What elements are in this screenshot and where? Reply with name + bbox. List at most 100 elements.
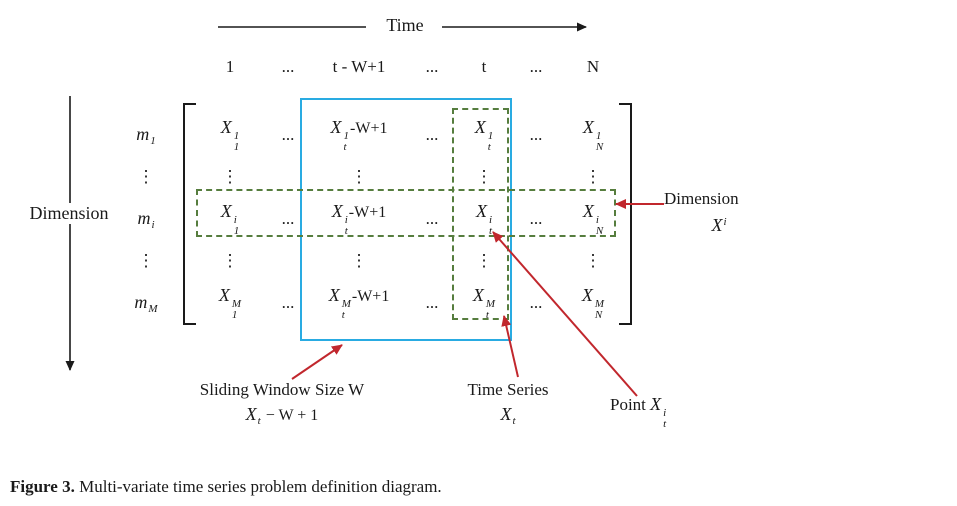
column-header: ... bbox=[281, 57, 295, 76]
sliding-window-label: Sliding Window Size W bbox=[199, 380, 365, 399]
matrix-cell: ... bbox=[407, 281, 457, 325]
matrix-cell: ... bbox=[407, 197, 457, 241]
matrix-cell bbox=[511, 241, 561, 281]
column-header: t - W+1 bbox=[332, 57, 386, 76]
matrix-left-bracket bbox=[183, 103, 196, 325]
matrix-cell bbox=[511, 157, 561, 197]
matrix-cell: ⋮ bbox=[311, 241, 407, 281]
math-expression: ... bbox=[281, 209, 295, 228]
math-expression: ... bbox=[529, 209, 543, 228]
sliding-window-arrow bbox=[291, 344, 343, 380]
matrix-cell: ... bbox=[265, 281, 311, 325]
math-expression: mi bbox=[137, 207, 155, 231]
math-expression: ... bbox=[281, 293, 295, 312]
time-series-annotation: Time Series Xt bbox=[447, 380, 569, 427]
row-label: m1 bbox=[118, 113, 174, 157]
math-expression: ⋮ bbox=[137, 251, 155, 270]
math-expression: Xt bbox=[500, 404, 516, 427]
dimension-row-highlight bbox=[196, 189, 616, 237]
caption-text: Multi-variate time series problem defini… bbox=[74, 477, 442, 496]
matrix-cell: ⋮ bbox=[561, 241, 625, 281]
time-series-label: Time Series bbox=[467, 380, 549, 399]
math-expression: ⋮ bbox=[475, 167, 493, 186]
sliding-window-formula: Xt − W + 1 bbox=[160, 404, 404, 427]
matrix-cell: ⋮ bbox=[561, 157, 625, 197]
row-label: mM bbox=[118, 281, 174, 325]
math-expression: ... bbox=[529, 293, 543, 312]
row-label: ⋮ bbox=[118, 241, 174, 281]
column-header: 1 bbox=[225, 57, 235, 76]
figure-caption: Figure 3. Multi-variate time series prob… bbox=[10, 477, 442, 497]
matrix-cell: ... bbox=[407, 113, 457, 157]
math-expression: ... bbox=[425, 209, 439, 228]
math-expression: ⋮ bbox=[350, 251, 368, 270]
math-expression: ... bbox=[425, 125, 439, 144]
column-header: t bbox=[481, 57, 487, 76]
dimension-label-right: Dimension bbox=[664, 189, 739, 208]
time-column-headers: 1... t - W+1... t... N bbox=[195, 52, 625, 82]
math-expression: ⋮ bbox=[221, 167, 239, 186]
math-expression: ⋮ bbox=[584, 167, 602, 186]
math-expression: X 1 t -W+1 bbox=[330, 117, 388, 153]
column-header: N bbox=[586, 57, 600, 76]
dimension-formula: Xi bbox=[664, 215, 774, 236]
math-expression: ⋮ bbox=[475, 251, 493, 270]
math-expression: ... bbox=[529, 125, 543, 144]
dimension-row-labels: m1 ⋮ mi ⋮ mM bbox=[118, 113, 174, 325]
math-expression: ... bbox=[425, 293, 439, 312]
time-series-formula: Xt bbox=[447, 404, 569, 427]
matrix-cell: ... bbox=[265, 113, 311, 157]
matrix-cell bbox=[265, 241, 311, 281]
point-label: Point bbox=[610, 395, 651, 414]
time-axis-label: Time bbox=[368, 15, 442, 36]
matrix-cell bbox=[265, 157, 311, 197]
time-series-column-highlight bbox=[452, 108, 509, 320]
matrix-cell: ⋮ bbox=[457, 241, 511, 281]
matrix-cell bbox=[407, 241, 457, 281]
matrix-cell: X 1 t -W+1 bbox=[311, 113, 407, 157]
caption-label: Figure 3. bbox=[10, 477, 75, 496]
matrix-cell: ⋮ bbox=[311, 157, 407, 197]
math-expression: Xi bbox=[711, 215, 727, 235]
matrix-cell: ... bbox=[511, 281, 561, 325]
sliding-window-box bbox=[300, 98, 512, 341]
matrix-cell: ... bbox=[511, 113, 561, 157]
math-expression: m1 bbox=[136, 123, 156, 147]
matrix-cell: ... bbox=[265, 197, 311, 241]
row-label: mi bbox=[118, 197, 174, 241]
column-header: ... bbox=[529, 57, 543, 76]
column-header: ... bbox=[425, 57, 439, 76]
dimension-axis-label: Dimension bbox=[16, 203, 122, 224]
matrix-cell bbox=[407, 157, 457, 197]
math-expression: mM bbox=[134, 291, 158, 315]
math-expression: ⋮ bbox=[584, 251, 602, 270]
math-expression: Xt − W + 1 bbox=[245, 404, 319, 427]
matrix-cell: ⋮ bbox=[195, 157, 265, 197]
math-expression: ⋮ bbox=[350, 167, 368, 186]
dimension-annotation: Dimension Xi bbox=[664, 189, 774, 236]
matrix-cell: ⋮ bbox=[195, 241, 265, 281]
